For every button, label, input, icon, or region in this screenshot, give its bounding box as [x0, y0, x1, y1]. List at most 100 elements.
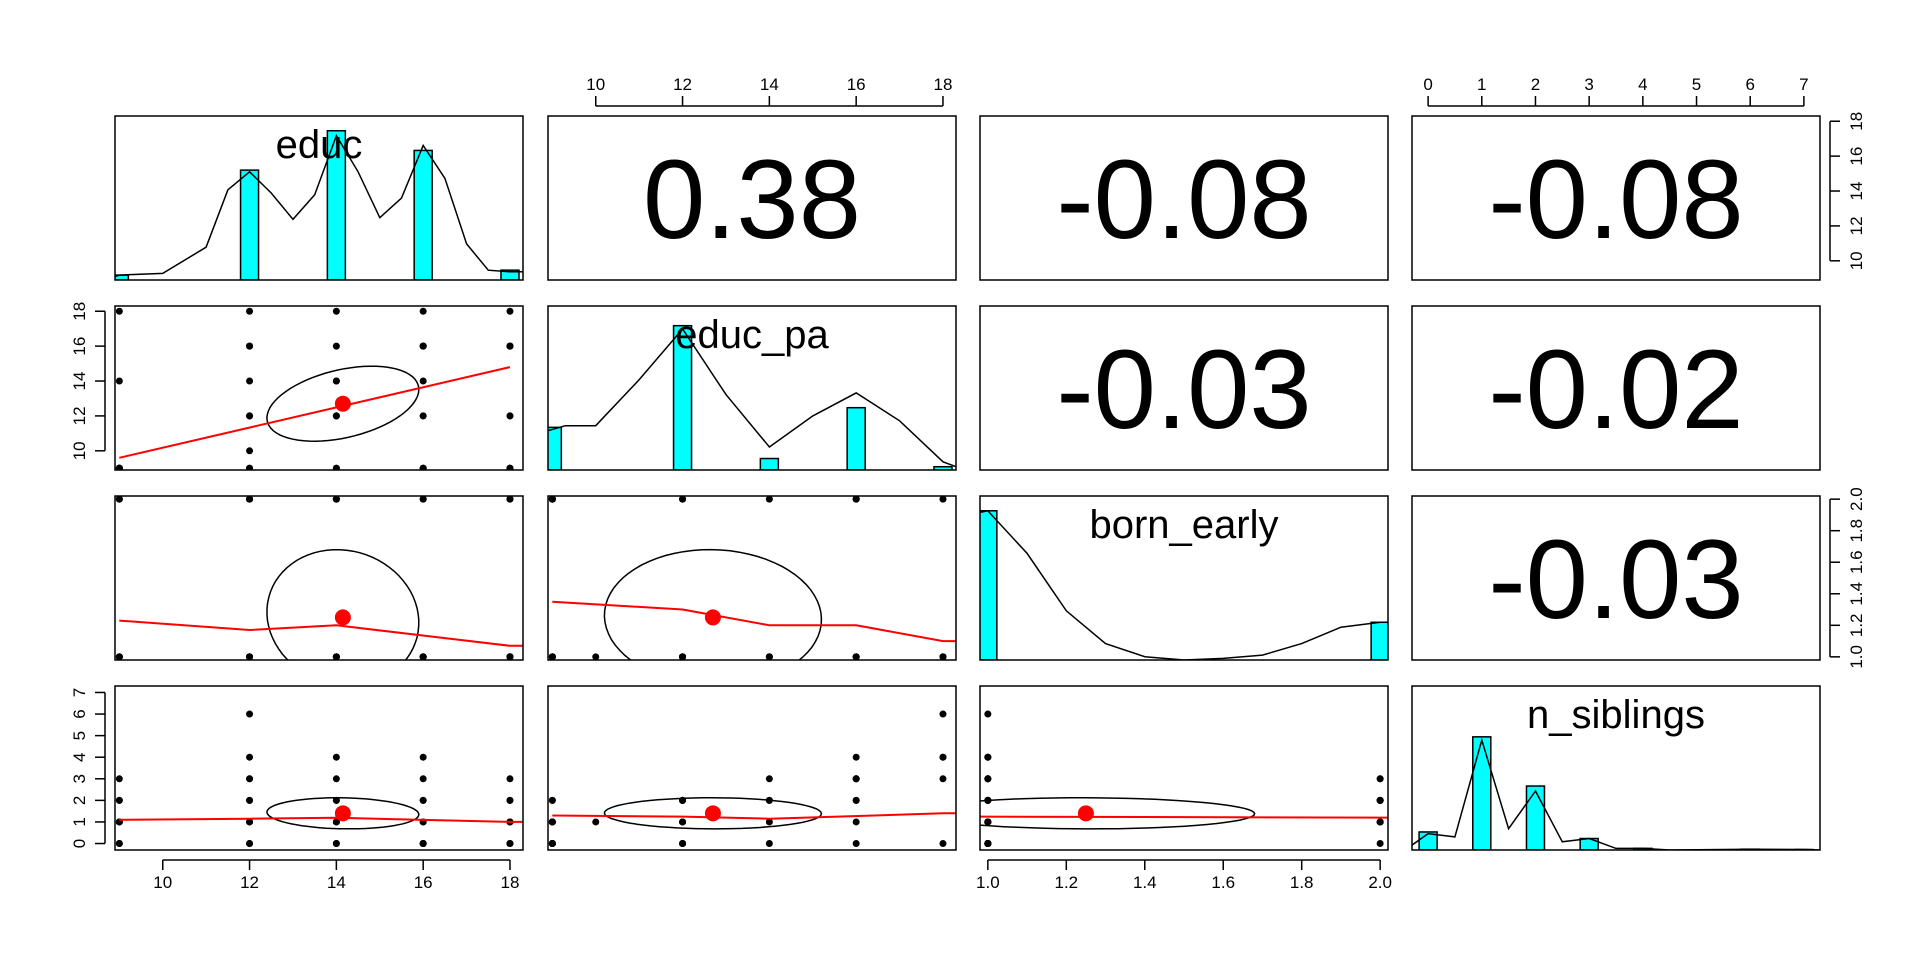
scatter-point [419, 775, 427, 783]
axis-tick-label: 1.8 [1847, 519, 1866, 543]
axis-tick-label: 1 [1477, 75, 1486, 94]
scatter-point [548, 496, 556, 503]
scatter-point [852, 653, 860, 660]
panel-n_siblings-educ_pa [547, 685, 957, 851]
panel-border [979, 305, 1389, 471]
panel-born_early-born_early: born_early [979, 495, 1389, 661]
panel-content [115, 130, 523, 280]
panel-born_early-educ [114, 495, 524, 661]
x-axis-n_siblings: 0 1 2 3 4 5 6 7 [1423, 75, 1809, 107]
x-axis-educ: 10 12 14 16 18 [153, 859, 519, 892]
scatter-point [419, 342, 427, 350]
lowess-line [980, 815, 1388, 819]
correlation-ellipse [266, 365, 420, 442]
panel-born_early-educ_pa [547, 495, 957, 661]
scatter-point [115, 796, 123, 804]
panel-content [1412, 736, 1820, 850]
histogram-bar [413, 149, 433, 280]
scatter-point [419, 753, 427, 761]
scatter-point [332, 377, 340, 385]
axis-tick-label: 2 [1531, 75, 1540, 94]
histogram-bar [1525, 785, 1546, 850]
axis-tick-label: 3 [70, 774, 89, 783]
axis-tick-label: 0 [1423, 75, 1432, 94]
histogram-bar [1472, 736, 1492, 850]
axis-tick-label: 10 [1847, 251, 1866, 270]
scatter-point [506, 307, 514, 315]
scatter-point [332, 775, 340, 783]
scatter-point [419, 496, 427, 503]
variable-label: born_early [1089, 503, 1278, 547]
scatter-point [246, 840, 254, 848]
panel-border [114, 495, 524, 661]
axis-tick-label: 4 [70, 752, 89, 761]
scatter-point [246, 447, 254, 455]
axis-tick-label: 16 [70, 337, 89, 356]
panel-border [979, 495, 1389, 661]
panel-content [115, 496, 523, 660]
panel-educ-educ_pa: 0.38 [547, 115, 957, 281]
axis-tick-label: 14 [70, 372, 89, 391]
panel-border [1411, 495, 1821, 661]
axis-tick-label: 12 [70, 406, 89, 425]
panel-content [980, 710, 1388, 848]
scatter-point [765, 775, 773, 783]
histogram-bar [500, 269, 520, 280]
histogram-bar [980, 510, 998, 660]
axis-tick-label: 5 [70, 731, 89, 740]
scatter-point [548, 653, 556, 660]
axis-tick-label: 1.0 [976, 873, 1000, 892]
panel-educ_pa-educ [114, 305, 524, 471]
scatter-point [506, 342, 514, 350]
panel-content [548, 324, 956, 470]
scatter-point [246, 342, 254, 350]
scatter-point [548, 818, 556, 826]
panel-border [547, 685, 957, 851]
scatter-point [592, 653, 600, 660]
correlation-value: -0.08 [1488, 137, 1743, 262]
lowess-line [119, 619, 523, 647]
panel-border [547, 115, 957, 281]
panel-content [980, 509, 1388, 660]
panel-border [1411, 305, 1821, 471]
scatter-point [332, 342, 340, 350]
scatter-point [506, 775, 514, 783]
scatter-point [332, 796, 340, 804]
axis-tick-label: 5 [1692, 75, 1701, 94]
scatter-point [939, 775, 947, 783]
scatter-point [506, 796, 514, 804]
scatter-point [1376, 796, 1384, 804]
panel-educ-educ: educ [114, 115, 524, 281]
scatter-point [852, 818, 860, 826]
scatter-point [115, 775, 123, 783]
correlation-ellipse [266, 548, 420, 660]
correlation-value: -0.08 [1056, 137, 1311, 262]
scatter-point [939, 753, 947, 761]
panel-border [114, 305, 524, 471]
axis-tick-label: 1 [70, 817, 89, 826]
axis-tick-label: 6 [1745, 75, 1754, 94]
axis-tick-label: 4 [1638, 75, 1647, 94]
panel-n_siblings-educ [114, 685, 524, 851]
lowess-line [119, 366, 511, 459]
variable-label: educ_pa [675, 313, 829, 357]
scatter-point [1376, 840, 1384, 848]
scatter-point [419, 464, 427, 470]
axis-tick-label: 7 [70, 688, 89, 697]
scatter-point [246, 377, 254, 385]
axis-tick-label: 6 [70, 709, 89, 718]
scatter-point [332, 307, 340, 315]
axis-tick-label: 14 [1847, 182, 1866, 201]
axis-tick-label: 3 [1584, 75, 1593, 94]
histogram-bar [1370, 621, 1388, 660]
axis-tick-label: 14 [327, 873, 346, 892]
axis-tick-label: 18 [70, 302, 89, 321]
axis-tick-label: 10 [153, 873, 172, 892]
density-curve [548, 327, 956, 468]
scatter-point [984, 775, 992, 783]
scatter-point [246, 710, 254, 718]
center-point [334, 609, 351, 626]
lowess-line [119, 816, 523, 823]
axis-tick-label: 1.2 [1847, 613, 1866, 637]
scatter-point [852, 796, 860, 804]
